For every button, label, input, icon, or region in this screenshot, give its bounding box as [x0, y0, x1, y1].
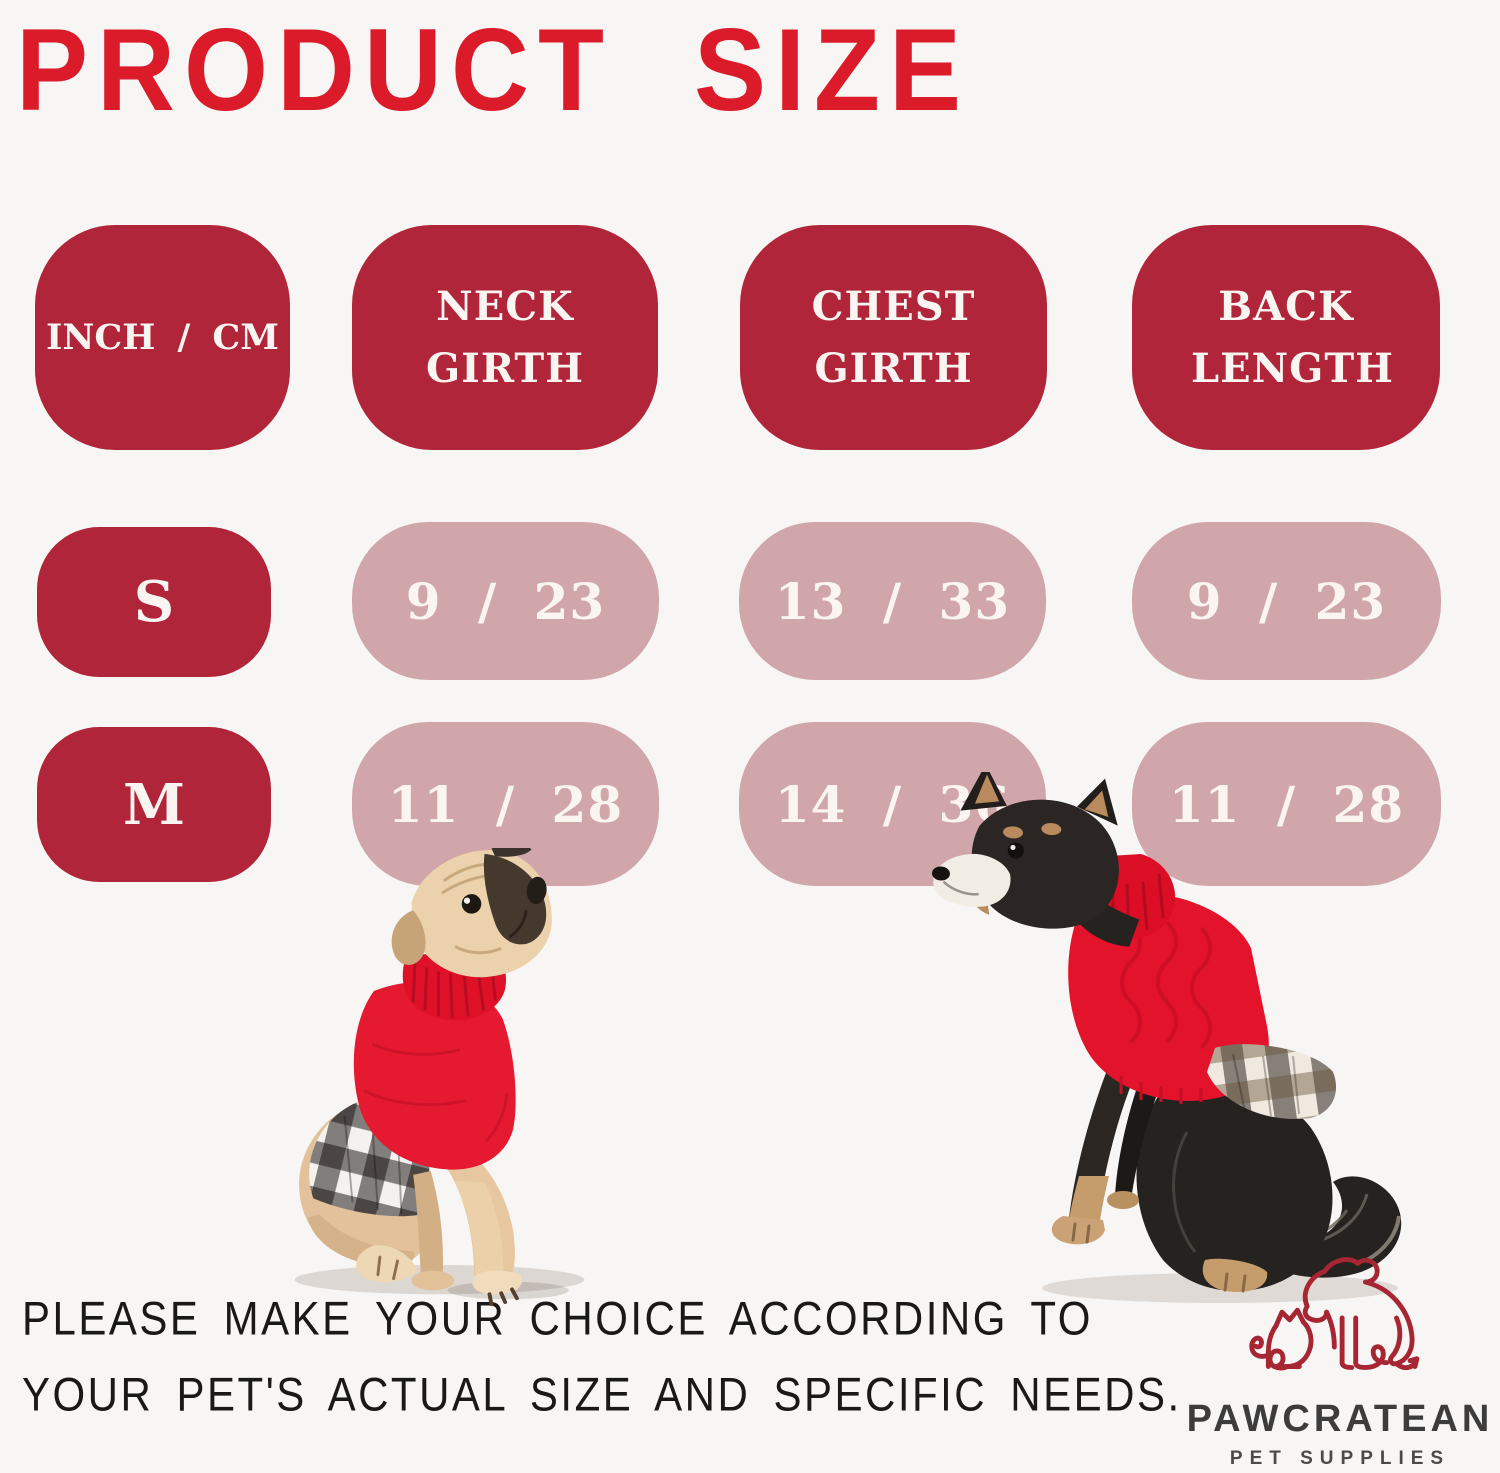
dog-and-cat-lineart-icon: [1249, 1257, 1420, 1371]
shiba-illustration: [931, 772, 1402, 1303]
row-m-back-length-value: 11 / 28: [1168, 774, 1405, 834]
row-s-size-pill: S: [37, 527, 271, 677]
row-s-back-length-value: 9 / 23: [1186, 571, 1387, 631]
row-s-neck-girth-value: 9 / 23: [405, 571, 606, 631]
header-pill-back-length: BACK LENGTH: [1132, 225, 1440, 450]
row-s-back-length-pill: 9 / 23: [1132, 522, 1441, 680]
brand-tagline: PET SUPPLIES: [1229, 1448, 1451, 1469]
left-dog-photo: [255, 848, 585, 1308]
note-line-2: YOUR PET'S ACTUAL SIZE AND SPECIFIC NEED…: [22, 1368, 1182, 1421]
header-pill-chest-girth: CHEST GIRTH: [740, 225, 1047, 450]
unit-header-label: INCH / CM: [45, 317, 280, 358]
row-m-neck-girth-value: 11 / 28: [387, 774, 624, 834]
neck-girth-header-label: NECK GIRTH: [426, 282, 584, 392]
row-s-size-label: S: [133, 569, 175, 635]
unit-header-pill: INCH / CM: [35, 225, 290, 450]
page-title: PRODUCT SIZE: [16, 4, 971, 135]
note-line-1: PLEASE MAKE YOUR CHOICE ACCORDING TO: [22, 1292, 1093, 1345]
row-m-size-pill: M: [37, 727, 271, 882]
row-m-back-length-pill: 11 / 28: [1132, 722, 1441, 886]
header-pill-neck-girth: NECK GIRTH: [352, 225, 658, 450]
right-dog-photo: [915, 772, 1410, 1307]
brand-logo: PAWCRATEAN PET SUPPLIES: [1180, 1240, 1500, 1473]
pug-illustration: [294, 848, 585, 1307]
back-length-header-label: BACK LENGTH: [1191, 282, 1394, 392]
row-s-chest-girth-value: 13 / 33: [774, 571, 1011, 631]
chest-girth-header-label: CHEST GIRTH: [811, 282, 976, 392]
row-s-neck-girth-pill: 9 / 23: [352, 522, 659, 680]
row-m-size-label: M: [123, 771, 185, 838]
row-s-chest-girth-pill: 13 / 33: [739, 522, 1046, 680]
brand-name: PAWCRATEAN: [1186, 1398, 1494, 1440]
